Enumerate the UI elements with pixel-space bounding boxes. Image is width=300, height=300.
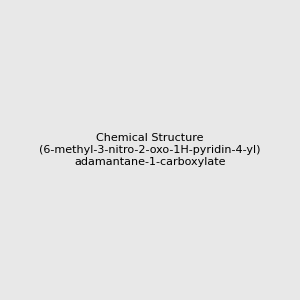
Text: Chemical Structure
(6-methyl-3-nitro-2-oxo-1H-pyridin-4-yl)
adamantane-1-carboxy: Chemical Structure (6-methyl-3-nitro-2-o… — [39, 134, 261, 166]
